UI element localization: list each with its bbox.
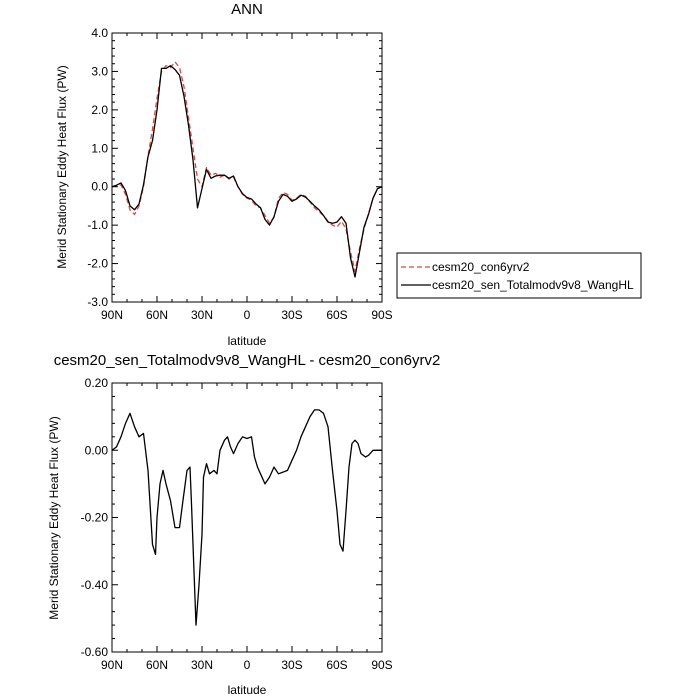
legend-box xyxy=(396,252,642,299)
legend: cesm20_con6yrv2 cesm20_sen_Totalmodv9v8_… xyxy=(396,252,642,299)
legend-label-series-1: cesm20_con6yrv2 xyxy=(432,260,530,274)
x-tick-label: 90N xyxy=(101,658,123,672)
x-tick-label: 30N xyxy=(191,308,213,322)
series-line-1 xyxy=(111,61,383,272)
x-tick-label: 90N xyxy=(101,308,123,322)
plot-frame xyxy=(111,32,383,303)
y-tick-label: 2.0 xyxy=(91,103,108,117)
x-tick-label: 90S xyxy=(371,308,392,322)
chart-title: ANN xyxy=(231,1,263,18)
y-axis-label: Merid Stationary Eddy Heat Flux (PW) xyxy=(55,65,69,268)
chart-top: ANN -3.0 -2.0 -1.0 0.0 1.0 2.0 3.0 4.0 90N 60N 30N… xyxy=(55,1,642,348)
x-axis-label: latitude xyxy=(228,683,267,697)
y-tick-label: 1.0 xyxy=(91,141,108,155)
x-tick-label: 30N xyxy=(191,658,213,672)
y-tick-label: 0.00 xyxy=(85,443,109,457)
x-tick-label: 60S xyxy=(326,658,347,672)
plot-frame xyxy=(111,382,383,653)
legend-label-series-2: cesm20_sen_Totalmodv9v8_WangHL xyxy=(432,278,634,292)
y-tick-label: 0.0 xyxy=(91,180,108,194)
x-tick-label: 0 xyxy=(244,308,251,322)
y-tick-label: 0.20 xyxy=(85,376,109,390)
y-tick-label: 3.0 xyxy=(91,64,108,78)
series-line-2 xyxy=(111,65,383,278)
y-tick-label: -1.0 xyxy=(87,218,108,232)
y-tick-label: -0.20 xyxy=(81,511,109,525)
x-tick-label: 60N xyxy=(146,658,168,672)
x-tick-label: 90S xyxy=(371,658,392,672)
x-tick-label: 30S xyxy=(281,658,302,672)
x-axis-label: latitude xyxy=(228,334,267,348)
x-tick-label: 60N xyxy=(146,308,168,322)
y-tick-label: -2.0 xyxy=(87,257,108,271)
y-tick-label: 4.0 xyxy=(91,26,108,40)
y-tick-label: -0.60 xyxy=(81,645,109,659)
y-tick-label: -3.0 xyxy=(87,295,108,309)
y-axis-label: Merid Stationary Eddy Heat Flux (PW) xyxy=(47,416,61,619)
chart-bottom: cesm20_sen_Totalmodv9v8_WangHL - cesm20_… xyxy=(47,352,440,697)
x-tick-label: 60S xyxy=(326,308,347,322)
chart-title: cesm20_sen_Totalmodv9v8_WangHL - cesm20_… xyxy=(54,352,441,369)
x-tick-label: 0 xyxy=(244,658,251,672)
y-tick-label: -0.40 xyxy=(81,578,109,592)
x-tick-label: 30S xyxy=(281,308,302,322)
series-line-1 xyxy=(111,409,382,626)
